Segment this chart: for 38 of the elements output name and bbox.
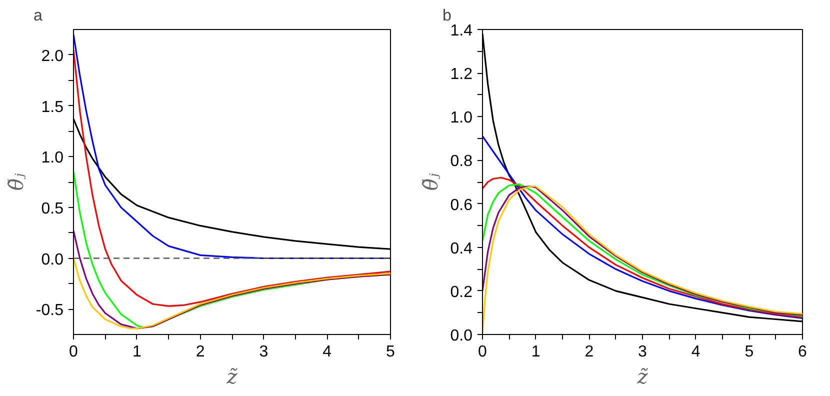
x-tick-label: 3 <box>259 344 268 360</box>
y-axis-title: θ̃ⱼ <box>4 172 28 191</box>
y-tick-label: 1.2 <box>450 66 473 84</box>
y-tick-label: 2.0 <box>41 48 64 65</box>
x-tick-label: 0 <box>69 344 78 360</box>
y-tick-label: 0.0 <box>41 251 64 268</box>
x-tick-label: 1 <box>132 344 142 360</box>
x-tick-label: 6 <box>798 344 808 360</box>
y-tick-label: 1.0 <box>41 150 64 167</box>
x-tick-label: 4 <box>322 344 332 360</box>
y-tick-label: 1.5 <box>41 98 64 116</box>
y-tick-label: 0.8 <box>450 153 473 170</box>
line-series <box>74 34 390 260</box>
x-tick-label: 4 <box>691 344 700 360</box>
y-tick-label: -0.5 <box>36 302 64 320</box>
y-tick-label: 0.2 <box>450 284 473 301</box>
line-series <box>74 257 390 330</box>
x-tick-label: 5 <box>386 344 396 360</box>
y-tick-label: 1.4 <box>450 22 473 40</box>
line-series <box>74 49 390 307</box>
chart-title: a <box>34 8 42 24</box>
x-axis-title: z̃ <box>226 364 238 388</box>
x-tick-label: 5 <box>744 344 754 360</box>
x-axis-title: z̃ <box>636 364 649 388</box>
y-tick-label: 1.0 <box>450 110 473 127</box>
x-tick-label: 1 <box>531 344 540 360</box>
y-tick-label: 0.6 <box>450 196 473 214</box>
x-tick-label: 3 <box>638 344 648 360</box>
y-tick-label: 0.5 <box>41 200 64 218</box>
x-tick-label: 2 <box>584 344 594 360</box>
y-tick-label: 0.4 <box>450 240 473 258</box>
chart-title: b <box>442 8 452 24</box>
x-tick-label: 0 <box>478 344 488 360</box>
line-series <box>482 135 802 319</box>
y-axis-title: θ̃ⱼ <box>418 172 442 191</box>
line-series <box>74 230 390 330</box>
y-tick-label: 0.0 <box>450 328 473 344</box>
x-tick-label: 2 <box>196 344 205 360</box>
